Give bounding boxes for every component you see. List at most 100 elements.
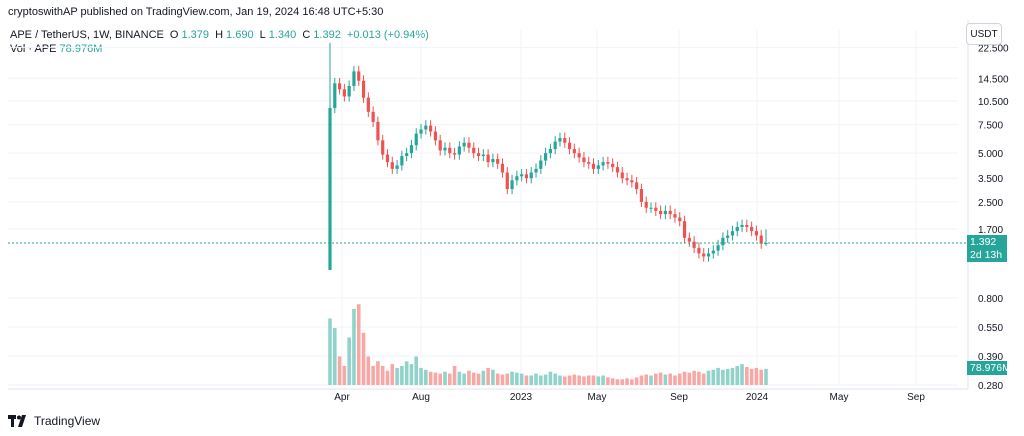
candle-body [692,241,696,248]
low-label: L [259,29,266,41]
price-axis: 22.500 14.500 10.500 7.500 5.000 3.500 2.500 1.… [967,20,1009,392]
volume-tag: 78.976M [967,361,1011,375]
price-tick-label: 1.700 [978,225,1003,236]
candle-body [510,180,514,190]
volume-bar [409,364,414,385]
candle-body [395,165,399,169]
volume-bar [534,373,538,385]
close-value: 1.392 [313,29,341,41]
candle-body [472,147,476,154]
volume-bar [467,370,471,385]
volume-legend-value: 78.976M [59,43,103,55]
symbol-label[interactable]: APE / TetherUS, 1W, BINANCE [10,29,164,41]
tradingview-logo[interactable]: TradingView [8,414,100,428]
price-tick-label: 7.500 [978,121,1003,132]
volume-bar [443,371,447,385]
candle-body [759,235,763,244]
candle-body [381,140,385,155]
volume-bar [524,375,529,385]
candle-body [639,189,644,202]
candle-body [702,253,706,257]
volume-bar [342,366,347,385]
time-tick-label: Sep [907,392,925,403]
volume-bar [591,375,596,385]
candle-body [448,147,452,154]
candle-body [539,160,543,169]
candle-body [524,174,529,179]
candle-body [486,154,490,163]
candle-body [587,162,591,164]
candle-body [553,141,557,150]
candle-body [409,145,414,154]
candle-body [400,156,404,166]
currency-button[interactable]: USDT [966,23,1002,45]
candles [328,42,768,270]
volume-bar [701,373,706,385]
volume-bar [414,356,419,385]
countdown-tag: 2d 13h [967,248,1007,263]
candle-body [405,153,409,157]
candle-body [476,153,481,157]
candle-body [347,85,351,97]
volume-bar [553,373,557,385]
open-value: 1.379 [181,29,210,41]
volume-bar [721,369,725,385]
price-tick-label: 2.500 [978,198,1003,209]
candle-body [635,182,639,190]
volume-bar [606,377,610,385]
low-value: 1.340 [268,29,297,41]
candle-body [452,153,457,155]
volume-bar [471,372,476,385]
candle-body [596,165,600,169]
candle-body [424,125,428,130]
candle-body [606,162,610,164]
candle-body [567,142,572,150]
volume-bar [452,366,457,385]
volume-bar [562,376,567,385]
volume-bar [601,375,605,385]
volume-bar [654,373,658,385]
volume-bar [668,373,672,385]
price-tick-label: 5.000 [978,149,1003,160]
volume-bar [491,369,495,385]
candle-body [611,163,615,168]
change-value: +0.013 (+0.94%) [346,29,429,41]
candle-body [601,162,605,166]
volume-row: Vol · APE 78.976M [10,42,432,56]
volume-bar [519,373,524,385]
candle-body [414,133,418,146]
candle-body [337,83,342,90]
publisher-line: cryptoswithAP published on TradingView.c… [8,6,384,18]
candle-body [745,224,749,227]
volume-bar [404,361,409,385]
candle-body [577,153,581,158]
candle-body [352,71,356,86]
time-axis: Apr Aug 2023 May Sep 2024 May Sep [8,388,968,403]
volume-bar [366,356,371,385]
price-tick-label: 14.500 [978,74,1009,85]
candle-body [663,210,667,215]
candle-body [697,247,701,254]
last-price-tag: 1.392 [967,235,1007,250]
chart-legend: APE / TetherUS, 1W, BINANCE O 1.379 H 1.69… [10,28,432,56]
candle-body [443,147,447,151]
candle-body [548,149,552,154]
volume-bar [586,375,591,385]
volume-bar [625,378,629,385]
candle-body [682,221,687,238]
candle-body [433,131,438,141]
candle-body [711,250,715,254]
volume-bar [486,367,490,385]
candle-body [630,180,634,183]
time-tick-label: 2024 [746,392,769,403]
volume-bar [462,373,466,385]
volume-bar [759,369,764,385]
volume-bar [515,372,519,385]
volume-bar [371,366,375,385]
candle-body [730,231,735,236]
volume-bar [529,375,534,385]
price-tick-label: 22.500 [978,43,1009,54]
tradingview-logo-icon [8,415,26,427]
volume-bar [610,378,615,385]
